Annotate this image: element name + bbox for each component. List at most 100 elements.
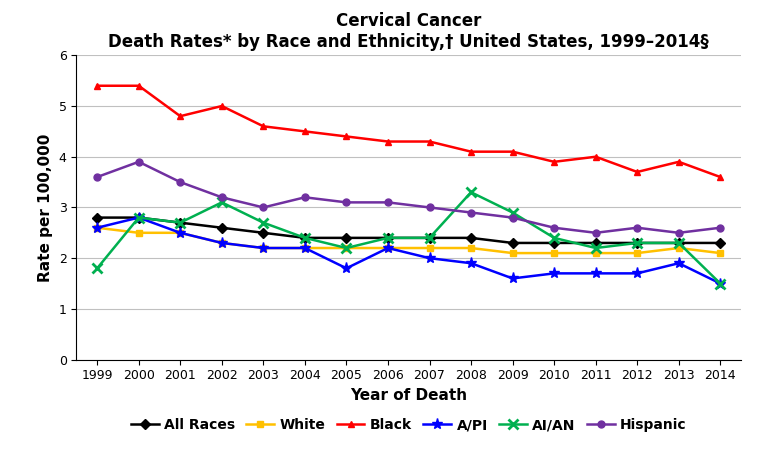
- A/PI: [508, 276, 517, 281]
- All Races: [716, 240, 725, 246]
- A/PI: [300, 245, 309, 251]
- White: [300, 245, 309, 251]
- All Races: [674, 240, 683, 246]
- Line: AI/AN: AI/AN: [92, 187, 725, 289]
- Black: [384, 139, 393, 144]
- White: [342, 245, 351, 251]
- Hispanic: [591, 230, 601, 236]
- White: [217, 240, 226, 246]
- A/PI: [134, 215, 144, 220]
- AI/AN: [716, 281, 725, 286]
- Line: Hispanic: Hispanic: [94, 158, 724, 236]
- White: [508, 250, 517, 256]
- A/PI: [425, 255, 434, 261]
- Line: White: White: [94, 224, 724, 257]
- Hispanic: [716, 225, 725, 230]
- All Races: [549, 240, 558, 246]
- AI/AN: [92, 266, 102, 271]
- A/PI: [217, 240, 226, 246]
- All Races: [176, 220, 185, 225]
- AI/AN: [342, 245, 351, 251]
- AI/AN: [467, 189, 476, 195]
- Hispanic: [259, 205, 268, 210]
- AI/AN: [259, 220, 268, 225]
- A/PI: [342, 266, 351, 271]
- Black: [633, 169, 642, 175]
- Hispanic: [384, 200, 393, 205]
- White: [384, 245, 393, 251]
- Black: [508, 149, 517, 154]
- AI/AN: [134, 215, 144, 220]
- AI/AN: [549, 235, 558, 241]
- All Races: [259, 230, 268, 236]
- Hispanic: [633, 225, 642, 230]
- AI/AN: [384, 235, 393, 241]
- White: [674, 245, 683, 251]
- A/PI: [716, 281, 725, 286]
- White: [633, 250, 642, 256]
- Black: [591, 154, 601, 160]
- Black: [425, 139, 434, 144]
- All Races: [134, 215, 144, 220]
- AI/AN: [217, 200, 226, 205]
- Black: [217, 103, 226, 109]
- A/PI: [633, 271, 642, 276]
- All Races: [342, 235, 351, 241]
- White: [549, 250, 558, 256]
- Black: [342, 134, 351, 139]
- Legend: All Races, White, Black, A/PI, AI/AN, Hispanic: All Races, White, Black, A/PI, AI/AN, Hi…: [125, 413, 692, 438]
- A/PI: [591, 271, 601, 276]
- White: [591, 250, 601, 256]
- All Races: [384, 235, 393, 241]
- Hispanic: [300, 195, 309, 200]
- Black: [259, 124, 268, 129]
- AI/AN: [425, 235, 434, 241]
- White: [176, 230, 185, 236]
- Black: [300, 129, 309, 134]
- Line: Black: Black: [94, 82, 724, 181]
- AI/AN: [674, 240, 683, 246]
- Black: [467, 149, 476, 154]
- A/PI: [92, 225, 102, 230]
- AI/AN: [508, 210, 517, 215]
- White: [467, 245, 476, 251]
- A/PI: [674, 260, 683, 266]
- Hispanic: [425, 205, 434, 210]
- A/PI: [384, 245, 393, 251]
- Y-axis label: Rate per 100,000: Rate per 100,000: [38, 133, 53, 282]
- A/PI: [176, 230, 185, 236]
- All Races: [591, 240, 601, 246]
- Black: [176, 113, 185, 119]
- All Races: [92, 215, 102, 220]
- A/PI: [549, 271, 558, 276]
- Hispanic: [549, 225, 558, 230]
- Black: [716, 174, 725, 180]
- White: [716, 250, 725, 256]
- Line: A/PI: A/PI: [92, 212, 726, 289]
- White: [425, 245, 434, 251]
- Hispanic: [92, 174, 102, 180]
- Hispanic: [674, 230, 683, 236]
- AI/AN: [633, 240, 642, 246]
- White: [92, 225, 102, 230]
- AI/AN: [591, 245, 601, 251]
- Hispanic: [508, 215, 517, 220]
- All Races: [508, 240, 517, 246]
- AI/AN: [176, 220, 185, 225]
- All Races: [467, 235, 476, 241]
- Title: Cervical Cancer
Death Rates* by Race and Ethnicity,† United States, 1999–2014§: Cervical Cancer Death Rates* by Race and…: [108, 12, 709, 51]
- AI/AN: [300, 235, 309, 241]
- Hispanic: [217, 195, 226, 200]
- A/PI: [467, 260, 476, 266]
- Hispanic: [134, 159, 144, 165]
- Hispanic: [467, 210, 476, 215]
- All Races: [300, 235, 309, 241]
- All Races: [217, 225, 226, 230]
- Black: [549, 159, 558, 165]
- White: [134, 230, 144, 236]
- A/PI: [259, 245, 268, 251]
- Line: All Races: All Races: [94, 214, 724, 247]
- All Races: [425, 235, 434, 241]
- Black: [92, 83, 102, 89]
- White: [259, 245, 268, 251]
